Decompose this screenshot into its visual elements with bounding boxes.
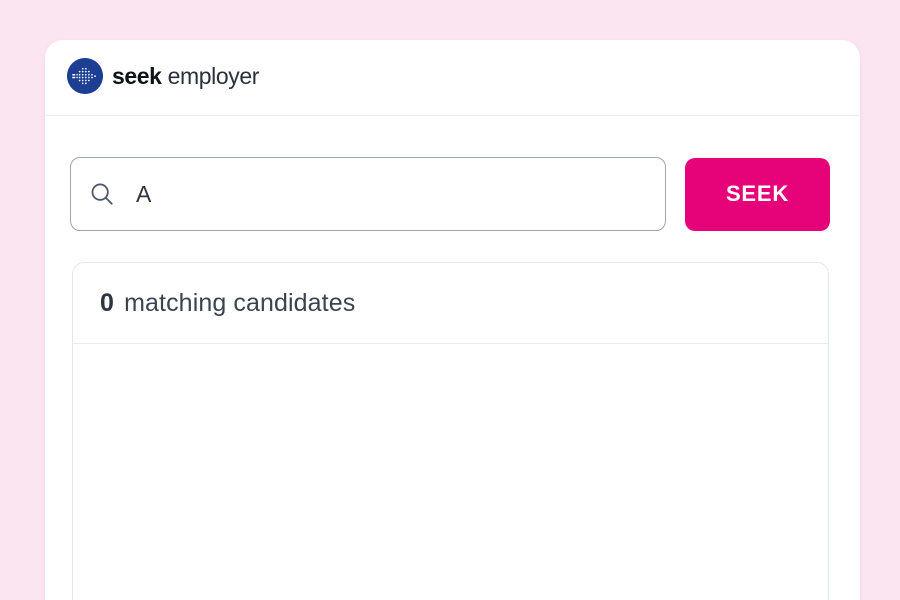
brand-logo[interactable]: seek employer (67, 58, 259, 94)
results-header: 0 matching candidates (73, 263, 828, 344)
search-field[interactable] (70, 157, 666, 231)
seek-search-button[interactable]: SEEK (685, 157, 830, 231)
brand-wordmark: seek employer (112, 62, 260, 89)
search-row: SEEK (70, 155, 830, 233)
app-card: seek employer SEEK 0 matching candidates (45, 40, 860, 600)
search-icon (91, 183, 113, 205)
app-header: seek employer (45, 40, 860, 116)
results-panel: 0 matching candidates (72, 262, 829, 600)
matching-candidates-label: matching candidates (124, 288, 356, 317)
matching-candidates-count: 0 (100, 288, 115, 317)
search-input[interactable] (136, 174, 647, 214)
results-empty-body (73, 344, 828, 600)
brand-name-seek: seek (112, 62, 162, 89)
seek-dot-arrow-logo-icon (67, 58, 103, 94)
brand-name-employer: employer (167, 62, 260, 89)
